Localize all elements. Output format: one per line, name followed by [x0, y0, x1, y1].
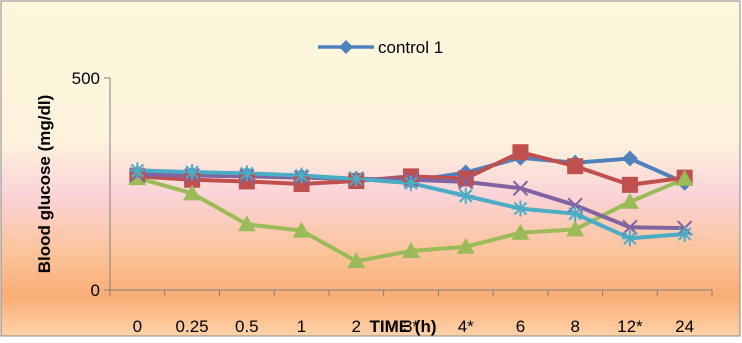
series-3-point — [620, 192, 639, 209]
x-tick-label: 4* — [458, 317, 474, 336]
series-3-point — [237, 215, 256, 232]
x-tick-label: 3* — [403, 317, 419, 336]
series-5-point — [676, 226, 693, 243]
legend-label-control-1: control 1 — [378, 38, 443, 57]
y-tick-label: 0 — [91, 281, 100, 300]
series-3-point — [675, 169, 694, 186]
y-axis-title: Blood glucose (mg/dl) — [35, 95, 54, 274]
x-tick-label: 2 — [352, 317, 361, 336]
series-2-point — [621, 176, 638, 193]
series-5-point — [567, 205, 584, 222]
series-3-point — [292, 221, 311, 238]
series-5-point — [403, 175, 419, 192]
x-axis-title: TIME (h) — [369, 317, 436, 336]
series-3-point — [347, 252, 366, 269]
x-tick-label: 12* — [617, 317, 643, 336]
tick-labels: 0 500 0 0.25 0.5 1 2 3* 4* 6 8 12* 24 — [72, 69, 694, 336]
x-tick-label: 24 — [675, 317, 694, 336]
series-5-point — [129, 162, 146, 179]
series-2-point — [512, 144, 529, 161]
x-tick-label: 0.25 — [176, 317, 209, 336]
x-tick-label: 0 — [133, 317, 142, 336]
legend-marker-control-1 — [339, 40, 353, 54]
series-2-point — [457, 170, 474, 187]
series-5-point — [621, 230, 638, 247]
series-5-point — [238, 165, 255, 182]
y-tick-label: 500 — [72, 69, 100, 88]
x-tick-label: 1 — [297, 317, 306, 336]
series-4-point — [458, 174, 474, 190]
legend: control 1 — [318, 38, 443, 57]
series-5-point — [184, 164, 201, 181]
series-4-point — [622, 219, 638, 235]
axes — [109, 78, 712, 291]
series-5-point — [457, 187, 474, 204]
series-3-point — [566, 220, 585, 237]
x-tick-label: 8 — [570, 317, 579, 336]
series-3-point — [511, 223, 530, 240]
series-3-point — [183, 184, 202, 201]
series-4-point — [512, 180, 529, 196]
series-markers — [128, 144, 694, 269]
series-5-point — [348, 170, 365, 187]
series-3-point — [402, 241, 420, 258]
ticks — [104, 77, 713, 296]
series-5-point — [293, 167, 310, 184]
series-5-point — [512, 200, 529, 217]
series-1-point — [621, 150, 638, 167]
series-2-point — [567, 158, 584, 175]
series-3-point — [456, 237, 475, 254]
x-tick-label: 0.5 — [235, 317, 259, 336]
x-tick-label: 6 — [516, 317, 525, 336]
